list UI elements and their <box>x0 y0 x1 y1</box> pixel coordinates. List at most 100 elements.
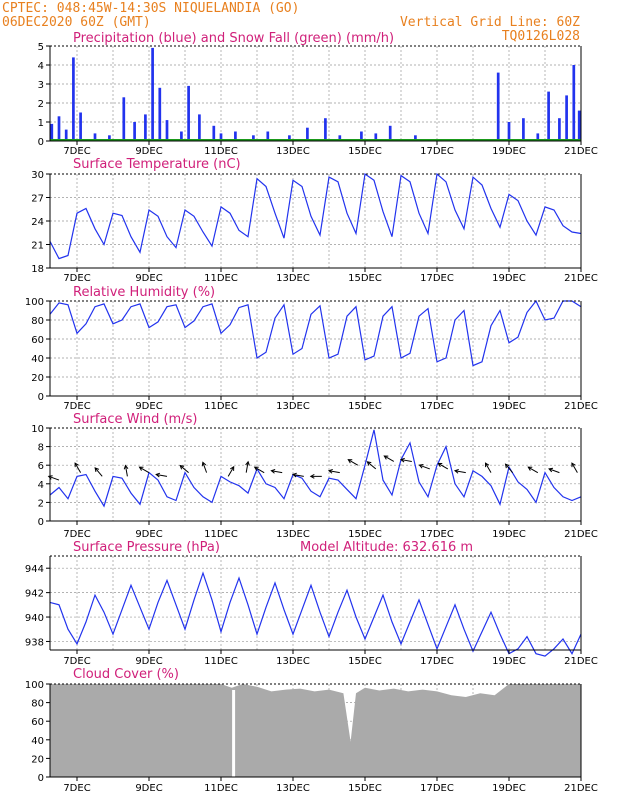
x-tick-label: 15DEC <box>348 656 382 667</box>
wind-arrowhead <box>548 467 554 473</box>
x-tick-label: 13DEC <box>276 273 310 284</box>
precip-bar <box>180 131 183 141</box>
wind-arrowhead <box>327 468 333 474</box>
x-tick-label: 11DEC <box>204 656 238 667</box>
y-tick-label: 4 <box>38 480 44 491</box>
x-tick-label: 17DEC <box>420 273 454 284</box>
wind-arrowhead <box>504 463 510 469</box>
wind-vector <box>139 466 150 474</box>
series-line <box>49 571 582 657</box>
precip-bar <box>57 116 61 141</box>
x-tick-label: 7DEC <box>63 401 90 412</box>
precip-bar <box>522 118 525 141</box>
header-station: CPTEC: 048:45W-14:30S NIQUELANDIA (GO) <box>2 1 299 16</box>
precip-bar <box>144 114 147 141</box>
x-tick-label: 13DEC <box>276 656 310 667</box>
y-tick-label: 0 <box>38 773 44 784</box>
y-tick-label: 3 <box>38 80 44 91</box>
y-tick-label: 10 <box>31 424 44 435</box>
wind-vector <box>179 465 189 474</box>
wind-arrowhead <box>484 462 490 468</box>
x-tick-label: 7DEC <box>63 783 90 794</box>
wind-vector <box>156 473 168 477</box>
panel-title: Surface Temperature (nC) <box>73 157 241 172</box>
x-tick-label: 9DEC <box>135 656 162 667</box>
wind-vector <box>74 462 82 473</box>
x-tick-label: 13DEC <box>276 529 310 540</box>
wind-vector <box>454 470 466 474</box>
y-tick-label: 4 <box>38 61 44 72</box>
x-tick-label: 15DEC <box>348 146 382 157</box>
precip-bar <box>64 129 68 141</box>
x-tick-label: 11DEC <box>204 401 238 412</box>
y-tick-label: 60 <box>31 717 44 728</box>
x-tick-label: 7DEC <box>63 656 90 667</box>
wind-vector <box>328 470 340 474</box>
precip-bar <box>414 135 417 141</box>
x-tick-label: 7DEC <box>63 529 90 540</box>
wind-vector <box>485 462 492 473</box>
precip-bar <box>507 122 511 141</box>
y-tick-label: 40 <box>31 736 44 747</box>
x-tick-label: 19DEC <box>492 529 526 540</box>
panel-title: Surface Wind (m/s) <box>73 412 197 427</box>
wind-vector <box>202 462 208 473</box>
y-tick-label: 0 <box>38 137 44 148</box>
panel-0: Precipitation (blue) and Snow Fall (gree… <box>38 31 598 157</box>
panel-title: Precipitation (blue) and Snow Fall (gree… <box>73 31 394 46</box>
x-tick-label: 9DEC <box>135 401 162 412</box>
panel-title: Relative Humidity (%) <box>73 285 215 300</box>
panel-4: Surface Pressure (hPa) Model Altitude: 63… <box>25 540 598 667</box>
wind-vector <box>367 461 377 470</box>
x-tick-label: 17DEC <box>420 529 454 540</box>
cloud-gap <box>232 690 236 777</box>
x-tick-label: 21DEC <box>564 529 598 540</box>
panel-title: Cloud Cover (%) <box>73 667 179 682</box>
precip-bar <box>79 112 82 141</box>
precip-bar <box>198 114 201 141</box>
y-tick-label: 40 <box>31 354 44 365</box>
wind-arrowhead <box>309 474 315 479</box>
precip-bar <box>93 133 97 141</box>
wind-arrowhead <box>201 461 207 467</box>
cloud-cover-area <box>50 684 581 777</box>
y-tick-label: 20 <box>31 373 44 384</box>
header-run-time: 06DEC2020 60Z (GMT) <box>2 15 151 30</box>
series-line <box>49 429 582 508</box>
precip-bar <box>72 57 75 141</box>
wind-arrowhead <box>453 468 459 474</box>
x-tick-label: 9DEC <box>135 529 162 540</box>
wind-vector <box>292 473 304 477</box>
x-tick-label: 17DEC <box>420 401 454 412</box>
y-tick-label: 944 <box>25 564 44 575</box>
wind-arrowhead <box>74 462 79 468</box>
precip-bar <box>151 47 154 141</box>
wind-arrowhead <box>155 472 161 478</box>
y-tick-label: 80 <box>31 316 44 327</box>
wind-arrowhead <box>399 457 405 463</box>
precip-bar <box>108 135 111 141</box>
y-tick-label: 1 <box>38 118 44 129</box>
wind-arrowhead <box>571 462 576 468</box>
x-tick-label: 19DEC <box>492 783 526 794</box>
wind-arrowhead <box>245 460 250 466</box>
precip-bar <box>219 133 223 141</box>
wind-vector <box>419 464 430 470</box>
y-tick-label: 21 <box>31 241 44 252</box>
y-tick-label: 60 <box>31 335 44 346</box>
precip-bar <box>306 127 309 141</box>
wind-vector <box>384 455 395 462</box>
panel-title: Surface Pressure (hPa) <box>73 540 220 555</box>
wind-arrowhead <box>253 466 259 471</box>
wind-vector <box>271 470 283 474</box>
wind-vector <box>505 463 513 473</box>
precip-bar <box>577 110 581 141</box>
precip-bar <box>212 125 216 141</box>
wind-arrowhead <box>270 468 276 474</box>
precip-bar <box>158 87 162 141</box>
wind-arrowhead <box>383 455 389 460</box>
x-tick-label: 17DEC <box>420 656 454 667</box>
precip-bar <box>266 131 270 141</box>
y-tick-label: 20 <box>31 754 44 765</box>
